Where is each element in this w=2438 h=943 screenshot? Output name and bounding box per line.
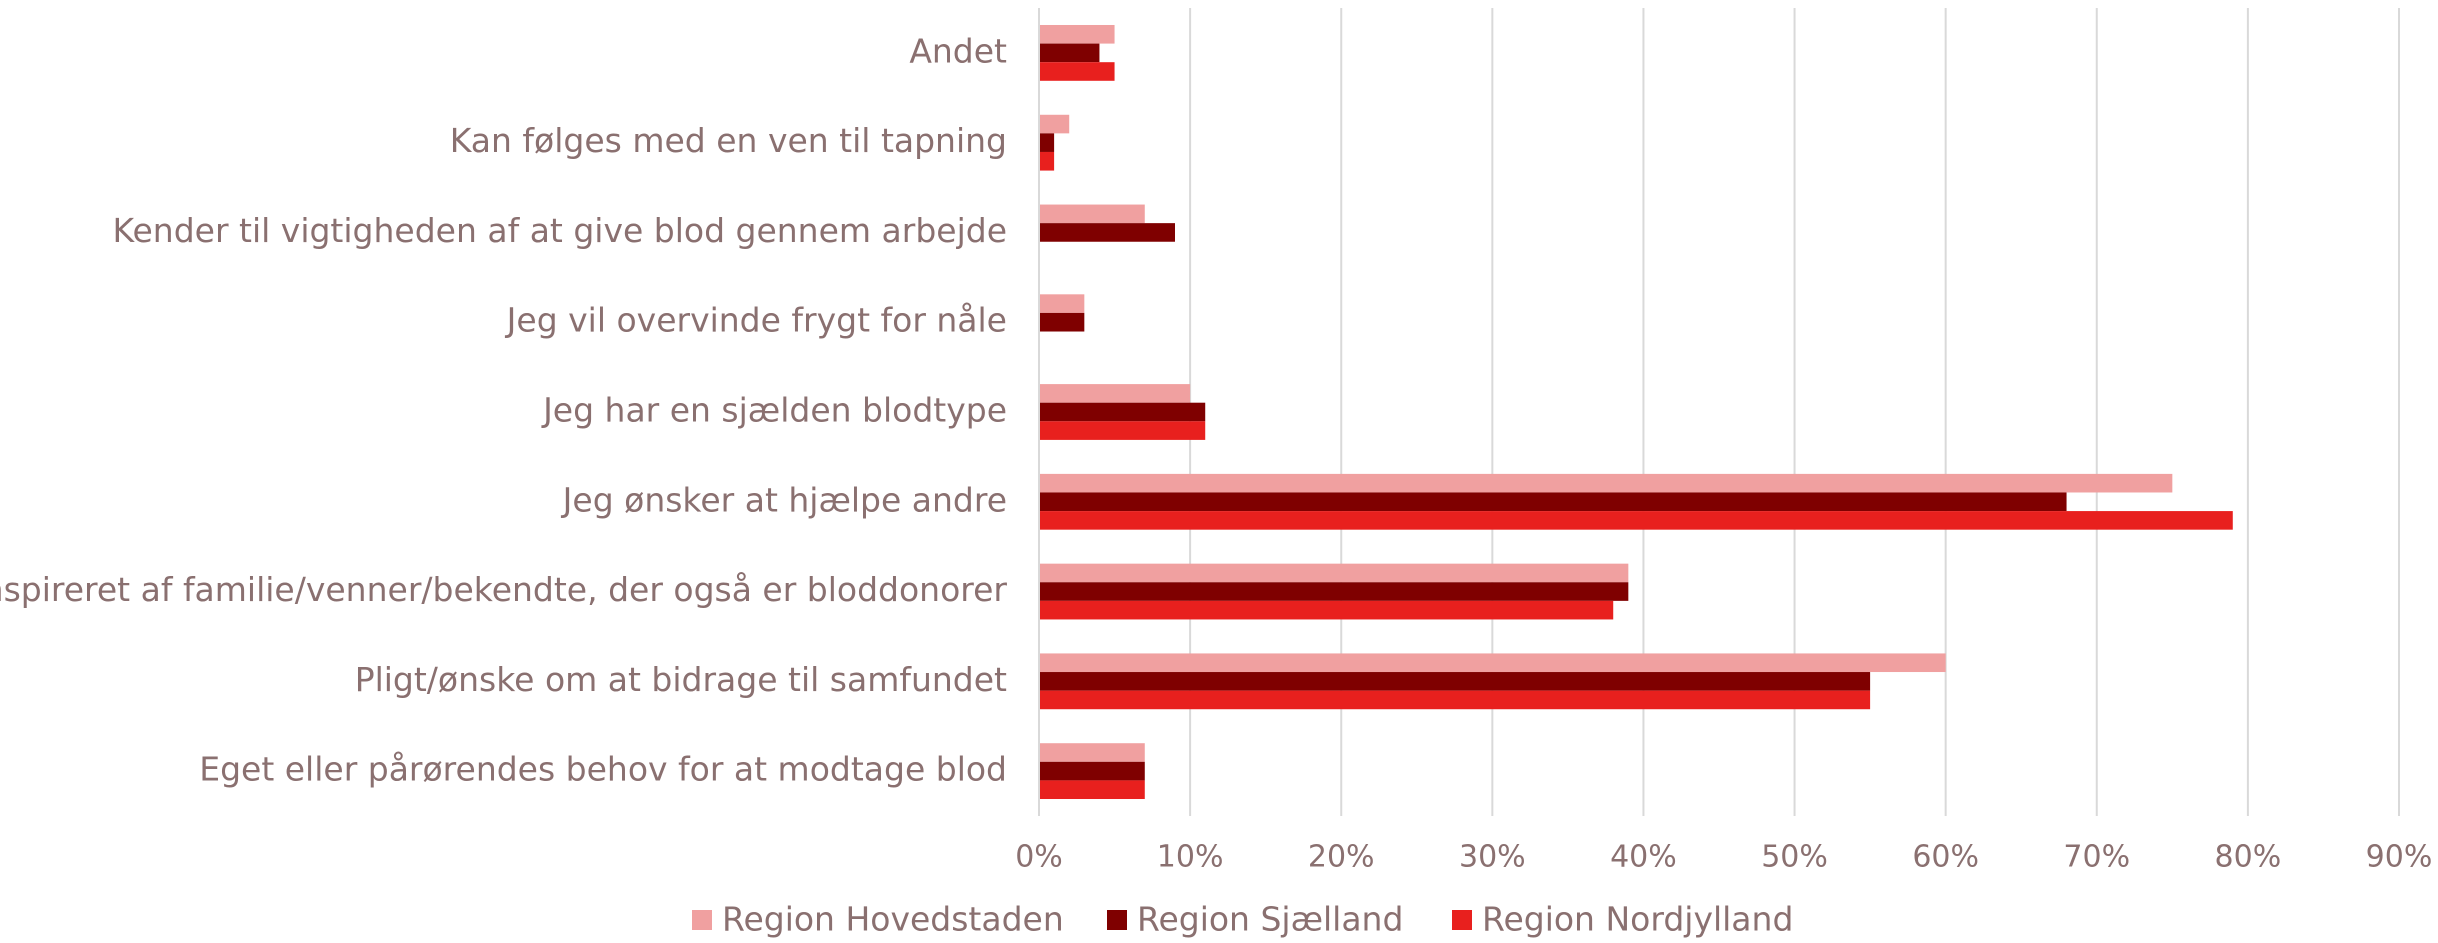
y-tick-label: Andet — [909, 31, 1007, 70]
x-tick-label: 70% — [2063, 840, 2130, 875]
bar — [1039, 511, 2233, 530]
bar — [1039, 384, 1191, 403]
bar — [1039, 473, 2173, 493]
x-tick-label: 80% — [2215, 840, 2282, 875]
bar — [1039, 653, 1946, 673]
bar — [1039, 402, 1206, 422]
bar — [1039, 151, 1055, 171]
x-tick-label: 40% — [1610, 840, 1677, 875]
bar — [1039, 421, 1206, 440]
bar — [1039, 204, 1145, 224]
bar — [1039, 312, 1085, 332]
bar — [1039, 294, 1085, 313]
bar — [1039, 743, 1145, 762]
bar — [1039, 582, 1629, 601]
legend-swatch — [692, 910, 712, 930]
y-tick-label: Jeg har en sjælden blodtype — [541, 391, 1007, 430]
legend-swatch — [1452, 910, 1472, 930]
bar — [1039, 690, 1871, 710]
legend-swatch — [1107, 910, 1127, 930]
bar — [1039, 133, 1055, 152]
bar — [1039, 62, 1115, 81]
y-tick-label: Inspireret af familie/venner/bekendte, d… — [0, 570, 1007, 609]
bar — [1039, 43, 1100, 63]
legend-label: Region Sjælland — [1137, 900, 1403, 939]
y-tick-label: Jeg vil overvinde frygt for nåle — [505, 301, 1007, 340]
bar — [1039, 672, 1871, 691]
x-tick-label: 50% — [1761, 840, 1828, 875]
y-tick-label: Eget eller pårørendes behov for at modta… — [199, 750, 1007, 789]
x-tick-label: 10% — [1157, 840, 1224, 875]
bar — [1039, 24, 1115, 44]
legend-label: Region Nordjylland — [1482, 900, 1793, 939]
x-tick-label: 90% — [2366, 840, 2433, 875]
y-tick-label: Pligt/ønske om at bidrage til samfundet — [355, 660, 1007, 699]
bar — [1039, 761, 1145, 781]
bar — [1039, 600, 1614, 620]
y-tick-label: Kan følges med en ven til tapning — [450, 121, 1007, 160]
x-tick-label: 60% — [1912, 840, 1979, 875]
bar — [1039, 563, 1629, 583]
y-tick-label: Jeg ønsker at hjælpe andre — [561, 480, 1007, 519]
bar — [1039, 492, 2067, 512]
bar — [1039, 780, 1145, 800]
y-tick-label: Kender til vigtigheden af at give blod g… — [113, 211, 1008, 250]
bar — [1039, 223, 1175, 242]
bar — [1039, 114, 1070, 134]
x-tick-label: 20% — [1308, 840, 1375, 875]
legend-label: Region Hovedstaden — [722, 900, 1064, 939]
x-tick-label: 30% — [1459, 840, 1526, 875]
x-tick-label: 0% — [1015, 840, 1063, 875]
